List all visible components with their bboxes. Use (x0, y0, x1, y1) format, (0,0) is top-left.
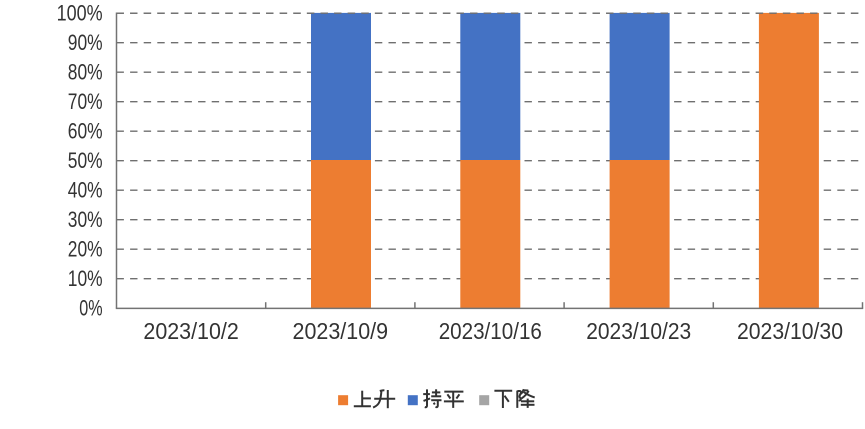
svg-text:20%: 20% (68, 236, 103, 261)
svg-text:2023/10/2: 2023/10/2 (143, 318, 238, 344)
svg-text:50%: 50% (68, 148, 103, 173)
svg-text:2023/10/16: 2023/10/16 (439, 318, 542, 344)
svg-text:80%: 80% (68, 59, 103, 84)
svg-text:60%: 60% (68, 118, 103, 143)
svg-text:100%: 100% (57, 0, 103, 25)
svg-text:2023/10/23: 2023/10/23 (586, 318, 691, 344)
svg-text:2023/10/30: 2023/10/30 (737, 318, 843, 344)
svg-text:90%: 90% (68, 30, 103, 55)
svg-text:2023/10/9: 2023/10/9 (293, 318, 389, 344)
svg-text:30%: 30% (68, 207, 103, 232)
svg-text:0%: 0% (79, 295, 102, 320)
svg-text:10%: 10% (68, 266, 103, 291)
svg-text:70%: 70% (68, 89, 103, 114)
svg-text:40%: 40% (68, 177, 103, 202)
